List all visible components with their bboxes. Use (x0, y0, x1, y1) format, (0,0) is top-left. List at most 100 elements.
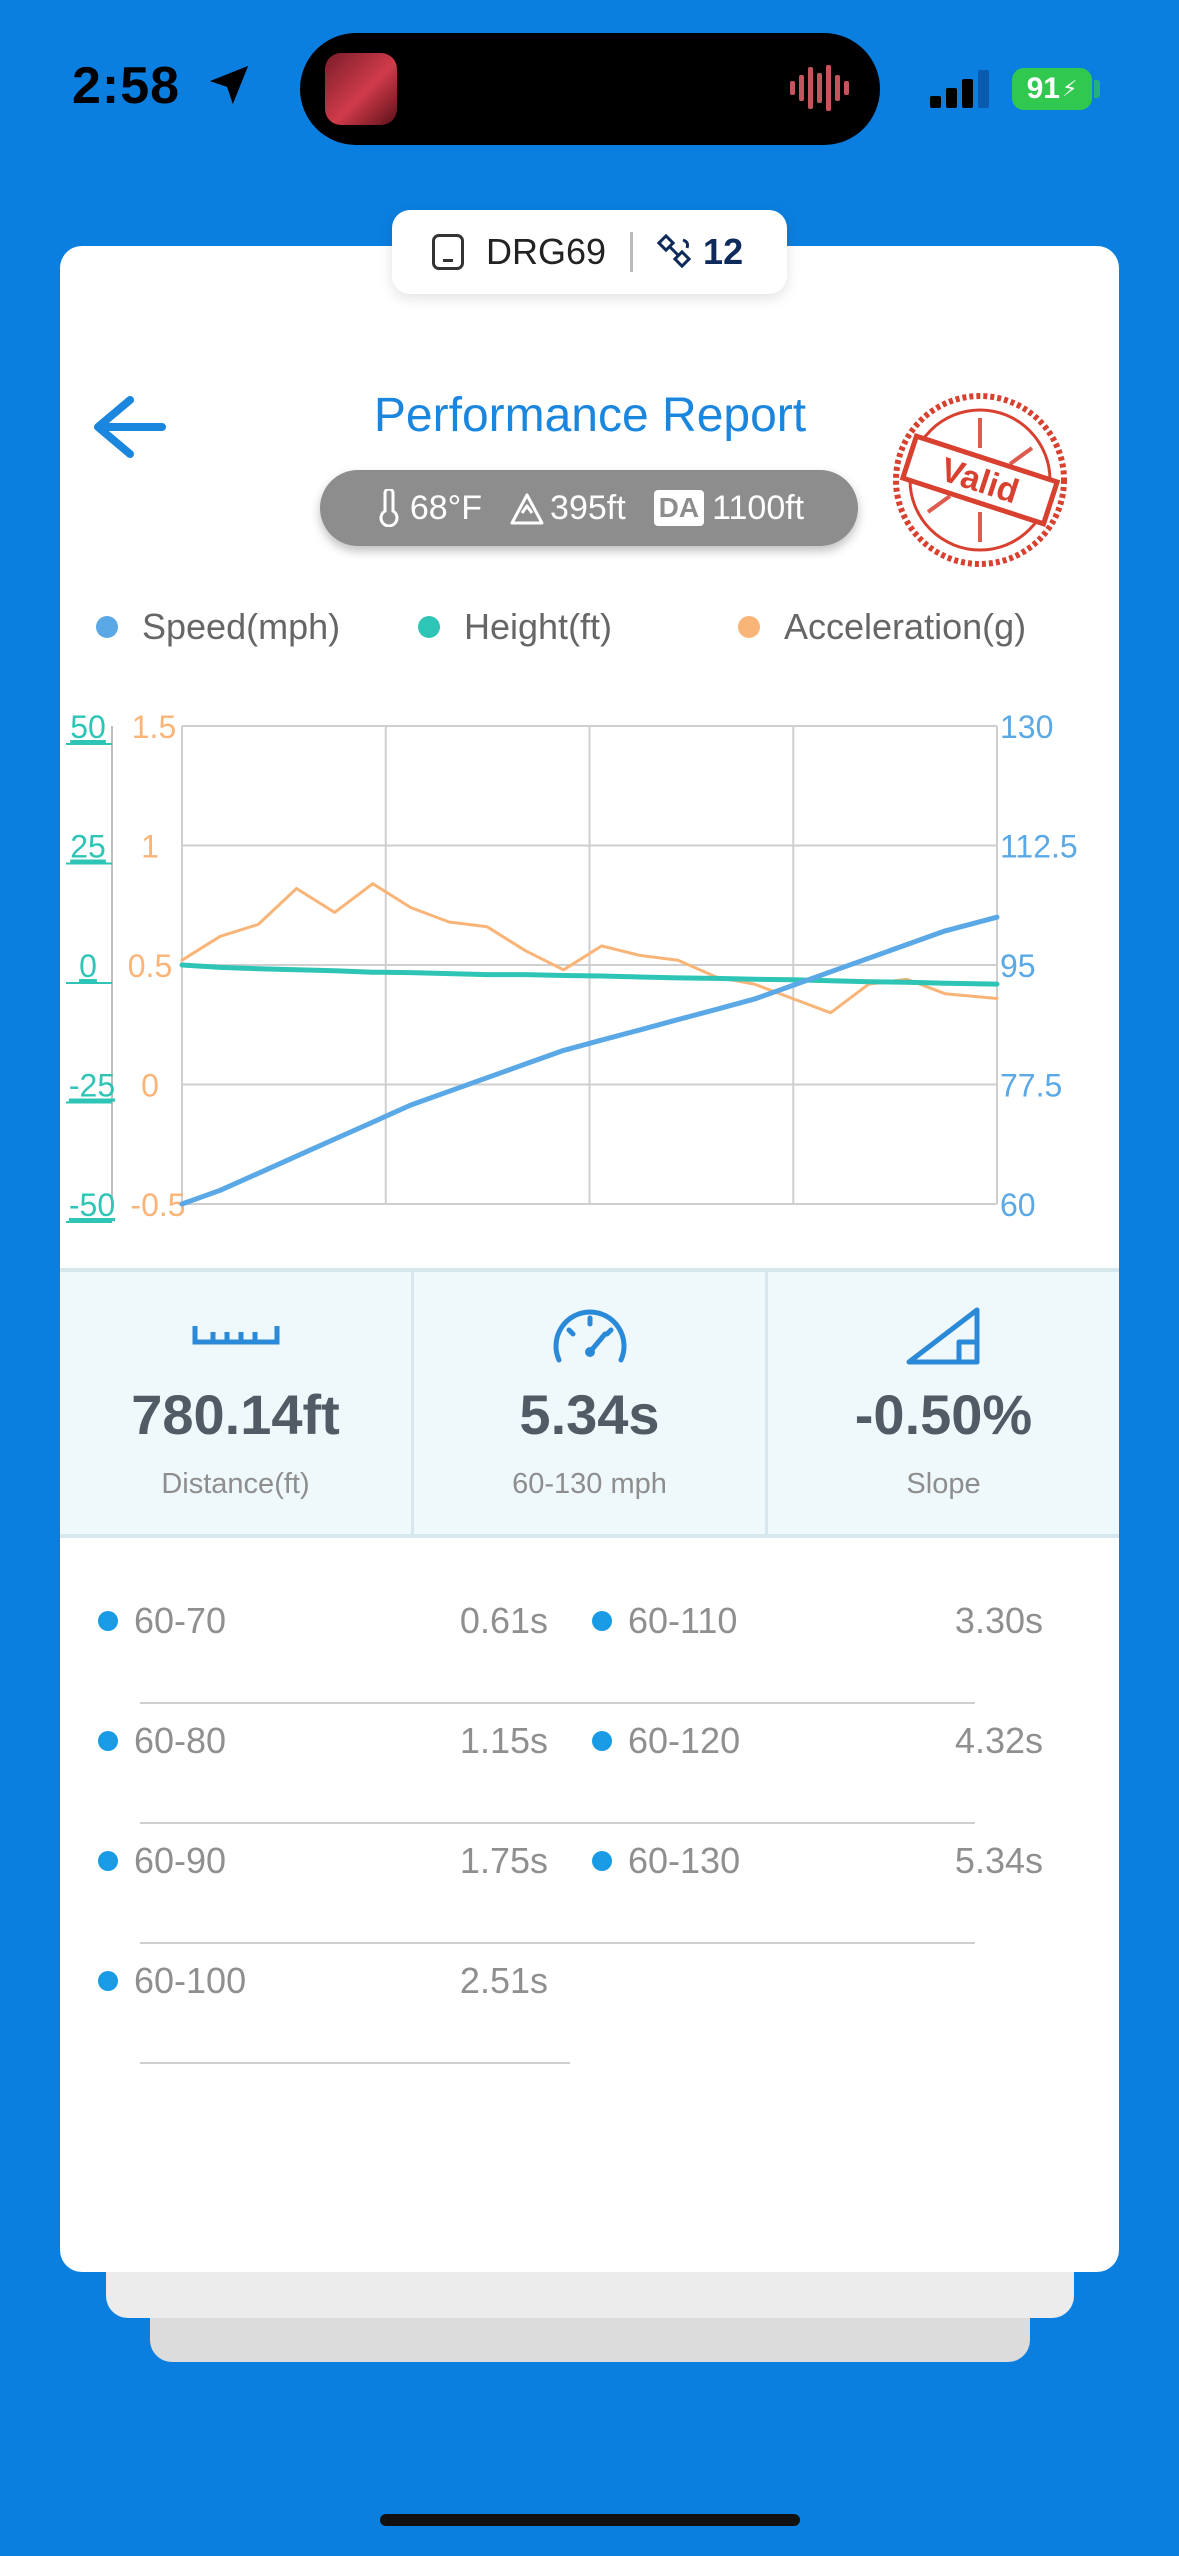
height-axis-tick: -50 (69, 1187, 115, 1223)
height-axis-tick: 50 (70, 709, 106, 745)
split-item-60-70: 60-70 (98, 1600, 226, 1642)
split-range: 60-130 (628, 1840, 741, 1881)
split-range: 60-90 (134, 1840, 227, 1881)
acceleration-axis-tick: 1.5 (132, 709, 176, 745)
split-time: 0.61s (459, 1600, 548, 1641)
valid-stamp: Valid (893, 393, 1067, 567)
split-time: 3.30s (954, 1600, 1043, 1641)
height-axis-tick: 25 (70, 829, 106, 865)
split-item-60-130: 60-130 (592, 1840, 740, 1882)
split-divider (140, 1942, 570, 1944)
app-thumbnail-icon[interactable] (325, 53, 397, 125)
status-time: 2:58 (72, 57, 181, 115)
acceleration-axis-tick: 1 (141, 829, 159, 865)
split-item-60-100: 60-100 (98, 1960, 246, 2002)
split-item-60-80: 60-80 (98, 1720, 226, 1762)
split-time: 4.32s (954, 1720, 1043, 1761)
split-divider (140, 1702, 570, 1704)
split-range: 60-100 (134, 1960, 247, 2001)
legend-acceleration[interactable]: Acceleration(g) (738, 606, 1026, 648)
performance-chart[interactable]: 50 25 0 -25 -50 1.5 1 0.5 0 -0.5 130 112.5 95 77.5 60 (0, 680, 1179, 1240)
legend-height-label: Height(ft) (464, 606, 613, 647)
split-dot (98, 1731, 118, 1751)
legend-acceleration-dot (738, 616, 760, 638)
height-axis-tick: -25 (69, 1068, 115, 1104)
speed-axis-tick: 60 (1000, 1187, 1036, 1223)
split-item-60-110: 60-110 (592, 1600, 737, 1642)
acceleration-axis-tick: 0.5 (128, 948, 172, 984)
split-dot (592, 1731, 612, 1751)
acceleration-series-line (180, 882, 999, 1015)
speedometer-icon (553, 1309, 626, 1363)
temperature-value: 68°F (409, 488, 483, 527)
device-pill[interactable]: DRG69 12 (392, 210, 787, 294)
legend-acceleration-label: Acceleration(g) (784, 606, 1027, 647)
speed-axis-tick: 77.5 (1000, 1068, 1062, 1104)
report-card (60, 246, 1119, 2272)
split-range: 60-120 (628, 1720, 741, 1761)
split-range: 60-80 (134, 1720, 227, 1761)
speed-series-line (179, 914, 1000, 1207)
speed-axis-tick: 95 (1000, 948, 1036, 984)
pill-divider (630, 232, 634, 272)
height-series-line (179, 962, 1000, 987)
altitude-value: 395ft (550, 488, 626, 527)
stat-distance-label: Distance(ft) (161, 1468, 310, 1500)
device-name: DRG69 (486, 231, 607, 272)
page-title: Performance Report (373, 389, 807, 442)
da-badge: DA (653, 490, 705, 526)
temperature-item: 68°F (374, 489, 482, 528)
battery-tip (1094, 80, 1100, 98)
legend-speed-dot (96, 616, 118, 638)
ruler-icon (192, 1326, 279, 1345)
density-altitude-value: 1100ft (712, 488, 805, 527)
home-indicator[interactable] (380, 2514, 800, 2526)
stat-time-value: 5.34s (519, 1383, 660, 1446)
stat-time: 5.34s 60-130 mph (411, 1272, 765, 1534)
location-arrow-icon (209, 65, 249, 105)
acceleration-axis-tick: -0.5 (130, 1187, 185, 1223)
legend-speed[interactable]: Speed(mph) (96, 606, 340, 648)
height-axis-tick: 0 (79, 948, 97, 984)
cellular-signal-icon (930, 70, 989, 108)
back-arrow-icon[interactable] (86, 392, 166, 462)
conditions-bar: 68°F 395ft DA 1100ft (320, 470, 858, 546)
acceleration-axis-tick: 0 (141, 1068, 159, 1104)
split-time: 1.75s (459, 1840, 548, 1881)
audio-wave-icon (790, 65, 849, 111)
legend-speed-label: Speed(mph) (142, 606, 341, 647)
split-divider (570, 1702, 975, 1704)
split-divider (140, 1822, 570, 1824)
split-dot (98, 1851, 118, 1871)
altitude-item: 395ft (510, 489, 626, 528)
satellite-icon (657, 234, 692, 269)
split-item-60-120: 60-120 (592, 1720, 740, 1762)
satellite-count: 12 (703, 231, 744, 272)
device-icon (432, 234, 464, 270)
stat-slope-value: -0.50% (854, 1383, 1033, 1446)
split-range: 60-70 (134, 1600, 227, 1641)
speed-axis-tick: 112.5 (1000, 829, 1078, 865)
split-dot (98, 1611, 118, 1631)
speed-axis-tick: 130 (1000, 709, 1053, 745)
stat-slope: -0.50% Slope (765, 1272, 1119, 1534)
stat-slope-label: Slope (906, 1468, 981, 1500)
split-item-60-90: 60-90 (98, 1840, 226, 1882)
split-dot (592, 1611, 612, 1631)
stat-time-label: 60-130 mph (512, 1468, 667, 1500)
density-altitude-item: DA 1100ft (653, 488, 805, 528)
split-dot (98, 1971, 118, 1991)
legend-height-dot (418, 616, 440, 638)
split-range: 60-110 (628, 1600, 738, 1641)
split-time: 2.51s (459, 1960, 548, 2001)
split-divider (140, 2062, 570, 2064)
stat-distance: 780.14ft Distance(ft) (60, 1272, 411, 1534)
legend-height[interactable]: Height(ft) (418, 606, 612, 648)
stat-distance-value: 780.14ft (131, 1383, 340, 1446)
split-time: 5.34s (954, 1840, 1043, 1881)
battery-indicator: 91 ⚡ (1012, 68, 1092, 110)
mountain-icon (510, 493, 544, 525)
split-dot (592, 1851, 612, 1871)
slope-icon (906, 1307, 979, 1365)
split-time: 1.15s (459, 1720, 548, 1761)
